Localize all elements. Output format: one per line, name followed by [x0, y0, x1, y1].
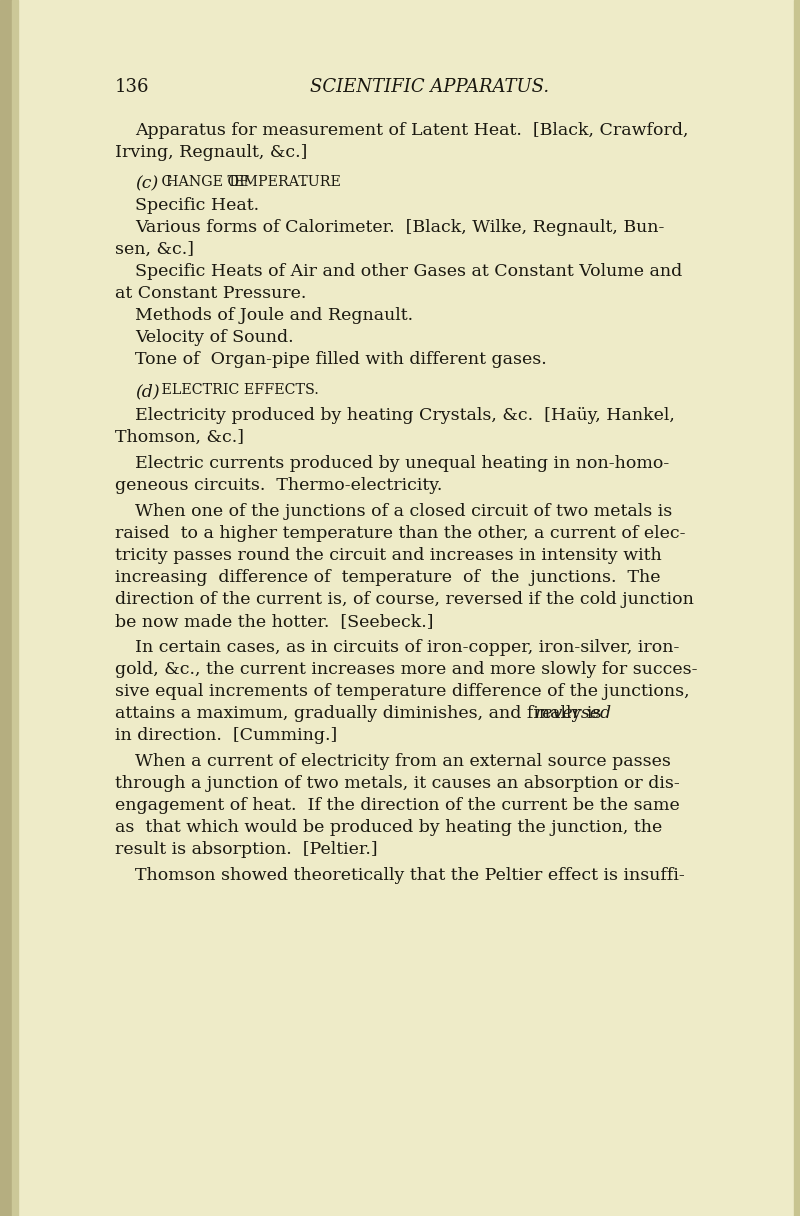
Text: Thomson showed theoretically that the Peltier effect is insuffi-: Thomson showed theoretically that the Pe… — [135, 867, 685, 884]
Text: attains a maximum, gradually diminishes, and finally is: attains a maximum, gradually diminishes,… — [115, 705, 607, 722]
Text: Various forms of Calorimeter.  [Black, Wilke, Regnault, Bun-: Various forms of Calorimeter. [Black, Wi… — [135, 219, 664, 236]
Text: When one of the junctions of a closed circuit of two metals is: When one of the junctions of a closed ci… — [135, 503, 672, 520]
Text: Electricity produced by heating Crystals, &c.  [Haüy, Hankel,: Electricity produced by heating Crystals… — [135, 407, 675, 424]
Text: direction of the current is, of course, reversed if the cold junction: direction of the current is, of course, … — [115, 591, 694, 608]
Text: gold, &c., the current increases more and more slowly for succes-: gold, &c., the current increases more an… — [115, 662, 698, 679]
Text: as  that which would be produced by heating the junction, the: as that which would be produced by heati… — [115, 820, 662, 837]
Text: Tone of  Organ-pipe filled with different gases.: Tone of Organ-pipe filled with different… — [135, 351, 546, 368]
Text: result is absorption.  [Peltier.]: result is absorption. [Peltier.] — [115, 841, 378, 858]
Text: (d): (d) — [135, 383, 160, 400]
Text: In certain cases, as in circuits of iron-copper, iron-silver, iron-: In certain cases, as in circuits of iron… — [135, 638, 679, 655]
Text: ELECTRIC EFFECTS.: ELECTRIC EFFECTS. — [157, 383, 319, 396]
Text: 136: 136 — [115, 78, 150, 96]
Bar — [794, 0, 800, 1216]
Bar — [0, 0, 12, 1216]
Text: Velocity of Sound.: Velocity of Sound. — [135, 330, 294, 347]
Text: at Constant Pressure.: at Constant Pressure. — [115, 285, 306, 302]
Text: raised  to a higher temperature than the other, a current of elec-: raised to a higher temperature than the … — [115, 525, 686, 542]
Text: (c): (c) — [135, 175, 158, 192]
Text: When a current of electricity from an external source passes: When a current of electricity from an ex… — [135, 753, 671, 770]
Text: sen, &c.]: sen, &c.] — [115, 241, 194, 258]
Text: Irving, Regnault, &c.]: Irving, Regnault, &c.] — [115, 143, 307, 161]
Text: T: T — [223, 175, 237, 188]
Text: Apparatus for measurement of Latent Heat.  [Black, Crawford,: Apparatus for measurement of Latent Heat… — [135, 122, 689, 139]
Text: HANGE OF: HANGE OF — [166, 175, 249, 188]
Text: EMPERATURE: EMPERATURE — [233, 175, 341, 188]
Text: in direction.  [Cumming.]: in direction. [Cumming.] — [115, 727, 338, 744]
Text: Specific Heat.: Specific Heat. — [135, 197, 259, 214]
Text: reversed: reversed — [535, 705, 612, 722]
Text: Methods of Joule and Regnault.: Methods of Joule and Regnault. — [135, 306, 413, 323]
Text: SCIENTIFIC APPARATUS.: SCIENTIFIC APPARATUS. — [310, 78, 549, 96]
Text: geneous circuits.  Thermo-electricity.: geneous circuits. Thermo-electricity. — [115, 477, 442, 494]
Text: sive equal increments of temperature difference of the junctions,: sive equal increments of temperature dif… — [115, 683, 690, 700]
Text: C: C — [157, 175, 172, 188]
Text: engagement of heat.  If the direction of the current be the same: engagement of heat. If the direction of … — [115, 796, 680, 814]
Text: tricity passes round the circuit and increases in intensity with: tricity passes round the circuit and inc… — [115, 547, 662, 564]
Text: through a junction of two metals, it causes an absorption or dis-: through a junction of two metals, it cau… — [115, 775, 680, 792]
Text: .: . — [303, 175, 308, 188]
Text: Thomson, &c.]: Thomson, &c.] — [115, 429, 244, 446]
Bar — [12, 0, 18, 1216]
Text: Specific Heats of Air and other Gases at Constant Volume and: Specific Heats of Air and other Gases at… — [135, 263, 682, 280]
Text: Electric currents produced by unequal heating in non-homo-: Electric currents produced by unequal he… — [135, 455, 670, 472]
Text: increasing  difference of  temperature  of  the  junctions.  The: increasing difference of temperature of … — [115, 569, 661, 586]
Text: be now made the hotter.  [Seebeck.]: be now made the hotter. [Seebeck.] — [115, 613, 434, 630]
